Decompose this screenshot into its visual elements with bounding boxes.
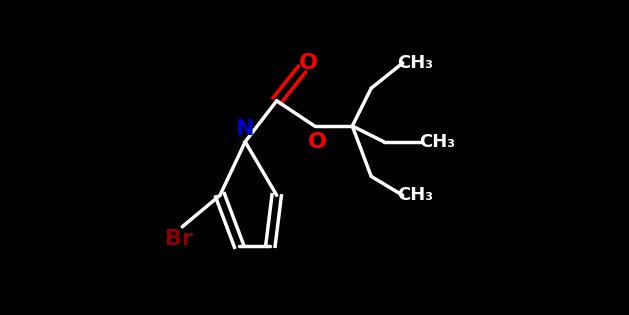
Text: O: O	[308, 132, 327, 152]
Text: Br: Br	[165, 229, 193, 249]
Text: CH₃: CH₃	[420, 133, 455, 151]
Text: O: O	[299, 53, 318, 73]
Text: N: N	[236, 119, 255, 139]
Text: CH₃: CH₃	[398, 54, 433, 72]
Text: CH₃: CH₃	[398, 186, 433, 204]
